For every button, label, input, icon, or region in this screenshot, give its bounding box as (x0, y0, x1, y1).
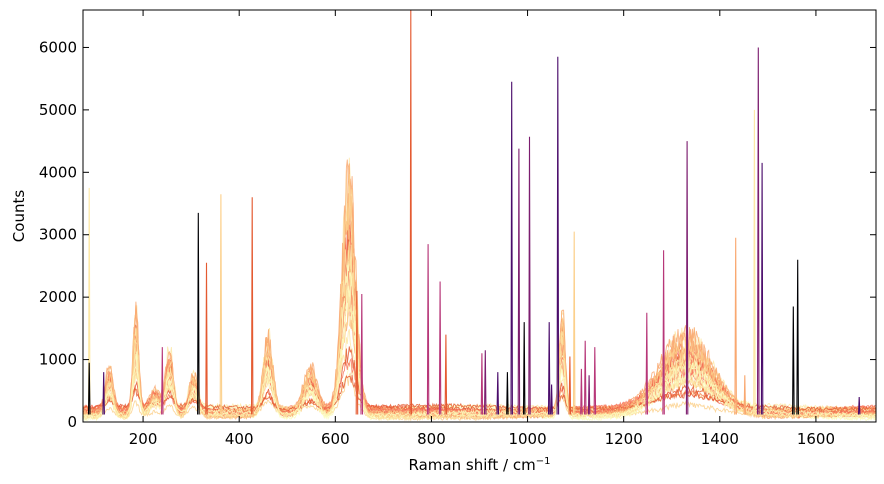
sharp-peak (645, 312, 649, 415)
sharp-peak (444, 334, 448, 415)
sharp-peak (857, 396, 861, 415)
ticks-layer: 200 400 600 800 1000 1200 1400 1600 0 1000 2000 300… (39, 10, 876, 448)
sharp-peak (685, 141, 689, 415)
x-tick-label: 1600 (797, 430, 835, 448)
sharp-peak (102, 372, 105, 415)
sharp-peak (583, 340, 587, 415)
sharp-peak (662, 250, 665, 415)
plot-frame (82, 9, 877, 423)
sharp-peak (550, 384, 553, 415)
sharp-peak (205, 262, 208, 415)
sharp-peak (517, 148, 521, 415)
sharp-peak (409, 10, 413, 415)
sharp-peak (556, 56, 560, 415)
y-tick-label: 6000 (39, 38, 77, 56)
sharp-peak (510, 81, 513, 415)
sharp-peak (483, 350, 487, 415)
sharp-peak (528, 136, 531, 415)
y-tick-label: 3000 (39, 226, 77, 244)
x-axis-title: Raman shift / cm−1 (409, 456, 551, 474)
sharp-peak (734, 237, 737, 415)
y-tick-label: 2000 (39, 288, 77, 306)
sharp-peak (593, 347, 597, 415)
sharp-peak (760, 162, 764, 415)
sharp-peak (355, 290, 359, 415)
x-axis-title-superscript: −1 (536, 456, 551, 467)
x-tick-label: 400 (225, 430, 254, 448)
sharp-peak (219, 194, 223, 415)
sharp-peak (756, 47, 760, 415)
sharp-peak (496, 372, 500, 415)
sharp-peak (547, 322, 551, 415)
spectra-layer (83, 10, 876, 422)
x-tick-label: 200 (129, 430, 158, 448)
sharp-peak (360, 293, 364, 415)
sharp-peak (426, 244, 430, 415)
sharp-peak (796, 259, 799, 415)
x-tick-label: 600 (321, 430, 350, 448)
x-tick-label: 800 (417, 430, 446, 448)
sharp-peak (743, 375, 747, 415)
sharp-peak (161, 347, 164, 415)
sharp-peak (522, 322, 526, 415)
sharp-peak (753, 109, 756, 415)
sharp-peak (250, 197, 254, 415)
y-axis-title: Counts (10, 190, 28, 243)
sharp-peak (506, 372, 509, 415)
sharp-peak (197, 212, 200, 415)
x-tick-label: 1400 (701, 430, 739, 448)
sharp-peak (580, 368, 583, 415)
y-tick-label: 4000 (39, 163, 77, 181)
x-tick-label: 1000 (508, 430, 546, 448)
sharp-peak (480, 353, 484, 415)
y-tick-label: 5000 (39, 101, 77, 119)
sharp-peak (587, 375, 591, 415)
y-tick-label: 1000 (39, 351, 77, 369)
sharp-peak (87, 187, 91, 415)
x-tick-label: 1200 (605, 430, 643, 448)
sharp-peak (792, 306, 795, 415)
y-tick-label: 0 (67, 413, 77, 431)
sharp-peak (438, 281, 442, 415)
sharp-peak (572, 231, 576, 415)
sharp-peak (568, 356, 572, 415)
sharp-peak (87, 362, 91, 415)
